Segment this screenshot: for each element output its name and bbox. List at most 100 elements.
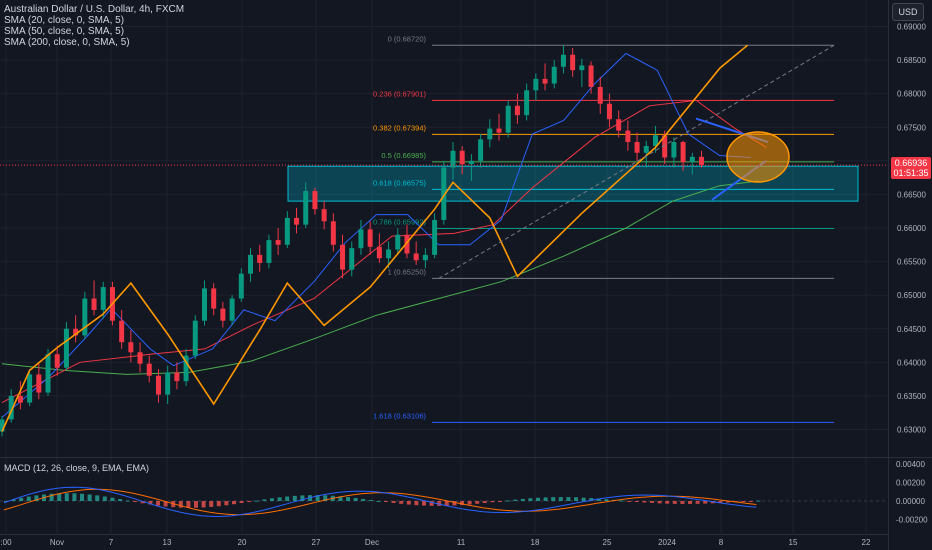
macd-axis-tick: -0.00200 bbox=[896, 515, 928, 524]
candle-body bbox=[192, 320, 198, 356]
macd-histogram-bar bbox=[657, 501, 662, 504]
macd-histogram-bar bbox=[34, 495, 39, 501]
price-axis-tick: 0.64000 bbox=[897, 358, 926, 367]
candle-body bbox=[459, 150, 465, 165]
macd-histogram-bar bbox=[482, 501, 487, 503]
candle-body bbox=[128, 342, 134, 353]
candle-body bbox=[570, 54, 576, 71]
macd-histogram-bar bbox=[581, 497, 586, 501]
moving-average-layer bbox=[1, 52, 767, 418]
time-axis[interactable]: :00 Nov 7 13 20 27 Dec 11 18 25 2024 8 15 22 bbox=[0, 534, 888, 548]
macd-histogram-bar bbox=[156, 501, 160, 506]
time-axis-tick: 22 bbox=[862, 538, 871, 547]
macd-legend[interactable]: MACD (12, 26, close, 9, EMA, EMA) bbox=[4, 463, 150, 473]
candle-body bbox=[238, 273, 244, 299]
candle-body bbox=[606, 103, 612, 120]
sma20-legend[interactable]: SMA (20, close, 0, SMA, 5) bbox=[4, 15, 125, 26]
macd-histogram-bar bbox=[703, 501, 708, 504]
candle-body bbox=[468, 160, 474, 165]
candle-body bbox=[349, 248, 355, 270]
candle-body bbox=[560, 54, 566, 67]
macd-histogram-bar bbox=[422, 501, 426, 506]
zigzag-line bbox=[1, 44, 749, 432]
macd-axis-tick: 0.00400 bbox=[896, 460, 925, 469]
macd-histogram-bar bbox=[467, 501, 472, 505]
macd-histogram-bar bbox=[384, 501, 388, 503]
candle-body bbox=[257, 254, 263, 263]
macd-histogram-bar bbox=[95, 495, 100, 501]
time-axis-tick: 2024 bbox=[658, 538, 676, 547]
candle-body bbox=[321, 209, 327, 222]
macd-histogram-bar bbox=[239, 501, 244, 504]
time-axis-tick: Nov bbox=[50, 538, 64, 547]
macd-histogram-bar bbox=[270, 498, 274, 501]
macd-histogram-bar bbox=[209, 501, 214, 507]
fib-level-label: 0.382 (0.67394) bbox=[373, 123, 426, 132]
candle-body bbox=[386, 249, 392, 259]
sma200-legend[interactable]: SMA (200, close, 0, SMA, 5) bbox=[4, 37, 130, 48]
price-axis-tick: 0.67500 bbox=[897, 123, 926, 132]
candle-body bbox=[680, 142, 686, 163]
macd-histogram-bar bbox=[566, 497, 571, 501]
macd-histogram-bar bbox=[224, 501, 229, 506]
macd-histogram-bar bbox=[300, 495, 305, 501]
candle-body bbox=[625, 130, 631, 143]
macd-histogram-bar bbox=[429, 501, 434, 506]
macd-histogram-bar bbox=[323, 495, 328, 501]
macd-histogram-bar bbox=[125, 500, 130, 502]
candle-body bbox=[367, 229, 373, 247]
price-badge: 0.66936 01:51:35 bbox=[891, 157, 931, 179]
macd-histogram-bar bbox=[650, 501, 654, 503]
candle-body bbox=[542, 78, 548, 84]
candle-body bbox=[248, 254, 254, 274]
candle-body bbox=[597, 86, 603, 104]
macd-histogram-bar bbox=[741, 501, 746, 502]
macd-histogram-bar bbox=[596, 498, 601, 501]
macd-histogram-bar bbox=[627, 501, 632, 502]
macd-histogram-bar bbox=[528, 498, 533, 501]
time-axis-tick: :00 bbox=[0, 538, 12, 547]
price-axis[interactable]: 0.63000 0.63500 0.64000 0.64500 0.65000 0.655… bbox=[897, 23, 926, 435]
macd-histogram-bar bbox=[26, 496, 31, 501]
macd-histogram-bar bbox=[460, 501, 464, 506]
sma50-line bbox=[1, 99, 767, 404]
candle-body bbox=[689, 156, 695, 163]
sma200-line bbox=[1, 180, 759, 375]
price-axis-tick: 0.68500 bbox=[897, 56, 926, 65]
candle-body bbox=[137, 352, 143, 364]
macd-histogram-bar bbox=[178, 501, 183, 508]
macd-histogram-bar bbox=[102, 496, 107, 501]
macd-histogram-bar bbox=[361, 498, 366, 501]
candle-body bbox=[643, 146, 649, 153]
highlight-circle bbox=[726, 131, 790, 183]
candle-body bbox=[514, 105, 520, 116]
sma50-legend[interactable]: SMA (50, close, 0, SMA, 5) bbox=[4, 26, 125, 37]
macd-histogram-bar bbox=[589, 498, 594, 501]
macd-histogram-bar bbox=[695, 501, 700, 504]
currency-button[interactable]: USD bbox=[892, 3, 924, 21]
price-axis-tick: 0.63500 bbox=[897, 392, 926, 401]
candlestick-layer bbox=[0, 45, 705, 437]
macd-histogram-bar bbox=[444, 501, 449, 506]
time-axis-tick: 25 bbox=[603, 538, 612, 547]
macd-histogram-bar bbox=[498, 501, 502, 502]
time-axis-tick: 27 bbox=[312, 538, 321, 547]
macd-histogram-bar bbox=[140, 501, 145, 504]
macd-axis[interactable]: 0.00400 0.00200 0.00000 -0.00200 bbox=[896, 460, 928, 524]
candle-body bbox=[266, 240, 272, 263]
macd-histogram-bar bbox=[665, 501, 670, 504]
macd-histogram-bar bbox=[353, 497, 358, 501]
candle-body bbox=[312, 191, 318, 210]
candle-body bbox=[496, 128, 502, 133]
fib-level-label: 1.618 (0.63106) bbox=[373, 411, 426, 420]
macd-histogram-bar bbox=[558, 497, 563, 501]
time-axis-tick: 7 bbox=[109, 538, 114, 547]
candle-body bbox=[478, 139, 484, 161]
candle-body bbox=[294, 217, 300, 225]
time-axis-tick: 8 bbox=[719, 538, 724, 547]
symbol-title[interactable]: Australian Dollar / U.S. Dollar, 4h, FXC… bbox=[4, 4, 185, 15]
candle-body bbox=[395, 234, 401, 250]
candle-body bbox=[505, 105, 511, 133]
macd-histogram-bar bbox=[148, 501, 153, 505]
